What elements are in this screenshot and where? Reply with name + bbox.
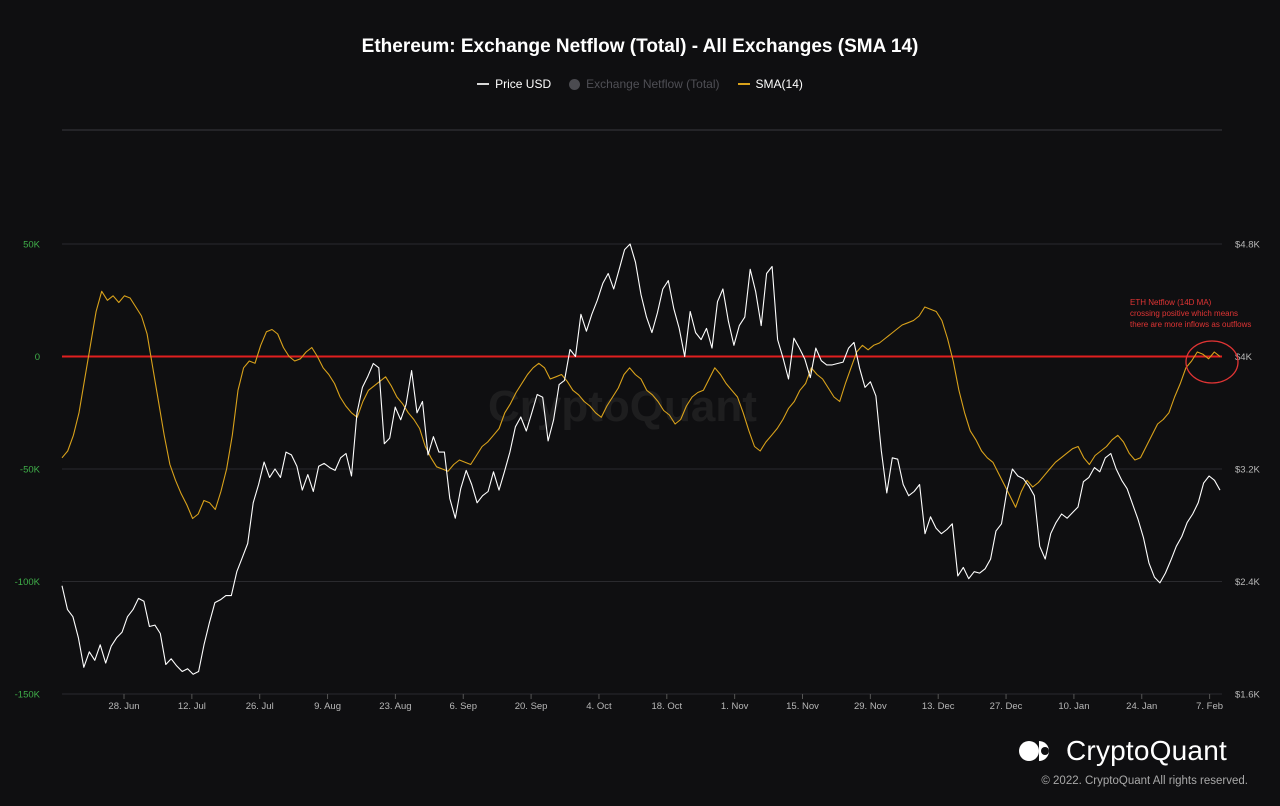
x-axis: 28. Jun 12. Jul 26. Jul 9. Aug 23. Aug 6. Sep… bbox=[108, 694, 1223, 712]
x-tick-label: 6. Sep bbox=[450, 701, 477, 712]
legend-label-netflow: Exchange Netflow (Total) bbox=[586, 77, 720, 91]
x-tick-label: 28. Jun bbox=[108, 701, 139, 712]
annotation-text-line: ETH Netflow (14D MA) bbox=[1130, 298, 1212, 307]
x-tick-label: 13. Dec bbox=[922, 701, 955, 712]
x-tick-label: 18. Oct bbox=[651, 701, 682, 712]
y-right-tick-label: $4.8K bbox=[1235, 240, 1260, 251]
x-tick-label: 24. Jan bbox=[1126, 701, 1157, 712]
legend-label-sma: SMA(14) bbox=[755, 77, 803, 91]
y-right-tick-label: $2.4K bbox=[1235, 577, 1260, 588]
x-tick-label: 7. Feb bbox=[1196, 701, 1223, 712]
chart-title: Ethereum: Exchange Netflow (Total) - All… bbox=[361, 36, 919, 57]
x-tick-label: 15. Nov bbox=[786, 701, 819, 712]
sma-14-line bbox=[61, 290, 1221, 520]
x-tick-label: 29. Nov bbox=[854, 701, 887, 712]
x-tick-label: 1. Nov bbox=[721, 701, 749, 712]
y-right-tick-label: $1.6K bbox=[1235, 690, 1260, 701]
legend-item-sma[interactable]: SMA(14) bbox=[737, 77, 803, 91]
x-tick-label: 9. Aug bbox=[314, 701, 341, 712]
x-tick-label: 20. Sep bbox=[515, 701, 548, 712]
y-left-tick-label: -50K bbox=[20, 465, 41, 476]
brand-name: CryptoQuant bbox=[1066, 735, 1227, 766]
y-axis-left: 50K 0 -50K -100K -150K bbox=[15, 240, 41, 701]
x-tick-label: 4. Oct bbox=[586, 701, 612, 712]
sma-legend-swatch bbox=[737, 83, 750, 85]
brand-logo: CryptoQuant bbox=[1018, 735, 1227, 767]
x-tick-label: 27. Dec bbox=[990, 701, 1023, 712]
price-legend-swatch bbox=[477, 83, 490, 85]
y-right-tick-label: $4K bbox=[1235, 352, 1253, 363]
watermark-logo: CryptoQuant bbox=[488, 382, 757, 431]
y-left-tick-label: 0 bbox=[35, 352, 40, 363]
legend-label-price: Price USD bbox=[495, 77, 552, 91]
cryptoquant-logo-icon bbox=[1019, 741, 1049, 761]
annotation: ETH Netflow (14D MA) crossing positive wh… bbox=[1130, 298, 1251, 384]
x-tick-label: 12. Jul bbox=[178, 701, 206, 712]
copyright-text: © 2022. CryptoQuant All rights reserved. bbox=[1041, 775, 1248, 787]
y-left-tick-label: 50K bbox=[23, 240, 41, 251]
annotation-text-line: there are more inflows as outflows bbox=[1130, 320, 1251, 329]
annotation-text-line: crossing positive which means bbox=[1130, 309, 1238, 318]
annotation-circle bbox=[1185, 340, 1239, 384]
y-left-tick-label: -150K bbox=[15, 690, 41, 701]
grid-lines bbox=[62, 129, 1222, 695]
legend: Price USD Exchange Netflow (Total) SMA(1… bbox=[0, 77, 1280, 91]
x-tick-label: 23. Aug bbox=[379, 701, 411, 712]
y-right-tick-label: $3.2K bbox=[1235, 465, 1260, 476]
legend-item-netflow[interactable]: Exchange Netflow (Total) bbox=[569, 77, 720, 91]
series-lines bbox=[61, 243, 1222, 675]
price-usd-line bbox=[61, 243, 1221, 675]
x-tick-label: 10. Jan bbox=[1058, 701, 1089, 712]
legend-item-price[interactable]: Price USD bbox=[477, 77, 551, 91]
netflow-legend-swatch bbox=[569, 78, 581, 90]
y-axis-right: $4.8K $4K $3.2K $2.4K $1.6K bbox=[1235, 240, 1260, 701]
y-left-tick-label: -100K bbox=[15, 577, 41, 588]
x-tick-label: 26. Jul bbox=[246, 701, 274, 712]
